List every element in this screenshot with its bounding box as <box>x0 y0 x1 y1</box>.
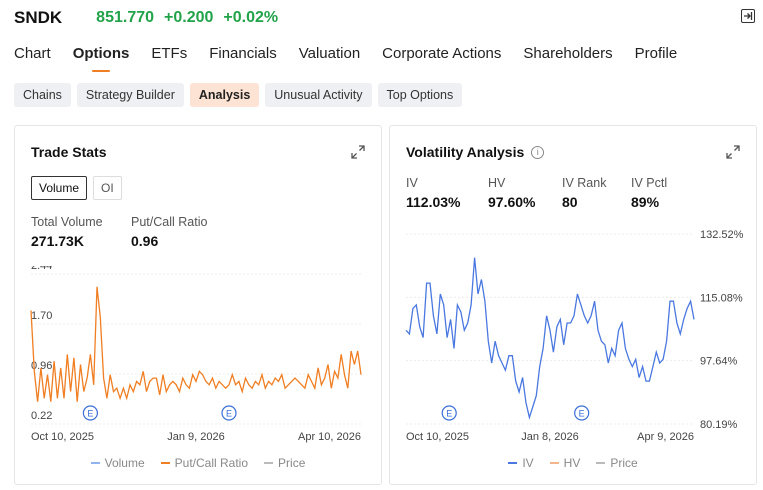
info-icon[interactable]: i <box>531 145 545 159</box>
main-tabs: Chart Options ETFs Financials Valuation Corpo… <box>14 45 677 72</box>
series-line <box>405 257 695 420</box>
legend-swatch <box>90 462 100 464</box>
y-tick-label: 0.96 <box>31 360 52 372</box>
y-tick-label: 132.52% <box>700 229 744 241</box>
legend-label: Put/Call Ratio <box>174 456 249 470</box>
iv-rank-label: IV Rank <box>562 176 607 190</box>
iv-label: IV <box>406 176 418 190</box>
trade-stats-card: Trade Stats Volume OI Total Volume 271.7… <box>14 125 382 485</box>
tab-shareholders[interactable]: Shareholders <box>523 45 613 62</box>
tab-options[interactable]: Options <box>73 45 130 72</box>
legend-item-put-call-ratio[interactable]: Put/Call Ratio <box>160 456 249 470</box>
hv-metric: HV 97.60% <box>488 176 535 210</box>
tab-profile[interactable]: Profile <box>634 45 678 62</box>
earnings-marker-label: E <box>446 409 452 419</box>
legend-label: HV <box>563 456 581 470</box>
oi-toggle-button[interactable]: OI <box>93 176 122 200</box>
y-tick-label: 0.22 <box>31 410 52 422</box>
subtab-unusual-activity[interactable]: Unusual Activity <box>265 83 372 107</box>
maximize-icon[interactable] <box>351 145 365 159</box>
hv-label: HV <box>488 176 506 190</box>
legend-swatch <box>596 462 606 464</box>
implied-volatility-chart[interactable]: 132.52% 115.08% 97.64% 80.19% Oct 10, 2025 Ja… <box>390 226 756 446</box>
iv-pctl-value: 89% <box>631 194 660 210</box>
legend-label: Price <box>610 456 638 470</box>
legend-label: Volume <box>104 456 145 470</box>
iv-metric: IV 112.03% <box>406 176 461 210</box>
legend-swatch <box>160 462 170 464</box>
y-tick-label: 80.19% <box>700 419 738 431</box>
legend-label: Price <box>278 456 306 470</box>
y-tick-label: 97.64% <box>700 356 738 368</box>
quote-header: SNDK 851.770 +0.200 +0.02% <box>14 6 288 30</box>
y-tick-label: 1.70 <box>31 310 52 322</box>
ticker-symbol: SNDK <box>14 8 63 27</box>
volatility-legend: IV HV Price <box>390 456 756 470</box>
x-tick-label: Apr 10, 2026 <box>298 431 361 443</box>
total-volume-value: 271.73K <box>31 233 84 249</box>
volume-oi-toggle: Volume OI <box>31 176 122 200</box>
tab-valuation[interactable]: Valuation <box>298 45 361 62</box>
legend-item-volume[interactable]: Volume <box>90 456 145 470</box>
iv-value: 112.03% <box>406 194 461 210</box>
x-tick-label: Oct 10, 2025 <box>31 431 94 443</box>
tab-etfs[interactable]: ETFs <box>151 45 188 62</box>
total-volume-label: Total Volume <box>31 215 103 229</box>
exit-panel-icon[interactable] <box>741 9 755 23</box>
trade-stats-legend: Volume Put/Call Ratio Price <box>15 456 381 470</box>
trade-stats-title: Trade Stats <box>31 144 107 160</box>
legend-swatch <box>549 462 559 464</box>
price-change: +0.200 <box>164 9 214 26</box>
legend-item-price[interactable]: Price <box>596 456 638 470</box>
earnings-marker[interactable] <box>441 405 457 421</box>
legend-item-hv[interactable]: HV <box>549 456 581 470</box>
price-change-percent: +0.02% <box>223 9 279 26</box>
hv-value: 97.60% <box>488 194 536 210</box>
options-subtabs: Chains Strategy Builder Analysis Unusual Ac… <box>14 83 463 107</box>
earnings-marker[interactable] <box>221 405 237 421</box>
x-tick-label: Apr 9, 2026 <box>637 431 694 443</box>
x-tick-label: Jan 9, 2026 <box>167 431 225 443</box>
total-volume-stat: Total Volume 271.73K <box>31 215 103 249</box>
earnings-marker[interactable] <box>574 405 590 421</box>
volatility-analysis-title-row: Volatility Analysis i <box>406 144 545 160</box>
put-call-ratio-value: 0.96 <box>131 233 159 249</box>
legend-item-price[interactable]: Price <box>264 456 305 470</box>
volume-toggle-button[interactable]: Volume <box>31 176 88 200</box>
y-tick-label: 2.44 <box>31 266 52 272</box>
volatility-analysis-title: Volatility Analysis <box>406 144 525 160</box>
tab-corporate-actions[interactable]: Corporate Actions <box>382 45 502 62</box>
legend-label: IV <box>522 456 534 470</box>
iv-rank-metric: IV Rank 80 <box>562 176 606 210</box>
iv-pctl-label: IV Pctl <box>631 176 668 190</box>
subtab-top-options[interactable]: Top Options <box>377 83 463 107</box>
legend-swatch <box>264 462 274 464</box>
earnings-marker[interactable] <box>82 405 99 421</box>
earnings-marker-label: E <box>579 409 585 419</box>
put-call-ratio-stat: Put/Call Ratio 0.96 <box>131 215 207 249</box>
put-call-ratio-label: Put/Call Ratio <box>131 215 208 229</box>
y-tick-label: 115.08% <box>700 292 743 304</box>
subtab-chains[interactable]: Chains <box>14 83 71 107</box>
earnings-marker-label: E <box>87 409 93 419</box>
volatility-analysis-card: Volatility Analysis i IV 112.03% HV 97.60% I… <box>389 125 757 485</box>
last-price: 851.770 <box>96 9 155 26</box>
legend-item-iv[interactable]: IV <box>508 456 534 470</box>
earnings-marker-label: E <box>226 409 232 419</box>
iv-rank-value: 80 <box>562 194 578 210</box>
put-call-ratio-chart[interactable]: 2.44 1.70 0.96 0.22 Oct 10, 2025 Jan 9, 2026 A… <box>15 266 381 446</box>
tab-financials[interactable]: Financials <box>209 45 277 62</box>
maximize-icon[interactable] <box>726 145 740 159</box>
iv-pctl-metric: IV Pctl 89% <box>631 176 667 210</box>
x-tick-label: Jan 8, 2026 <box>521 431 579 443</box>
tab-chart[interactable]: Chart <box>14 45 51 62</box>
series-line <box>30 286 362 402</box>
subtab-analysis[interactable]: Analysis <box>189 83 260 107</box>
x-tick-label: Oct 10, 2025 <box>406 431 469 443</box>
subtab-strategy-builder[interactable]: Strategy Builder <box>76 83 184 107</box>
legend-swatch <box>508 462 518 464</box>
